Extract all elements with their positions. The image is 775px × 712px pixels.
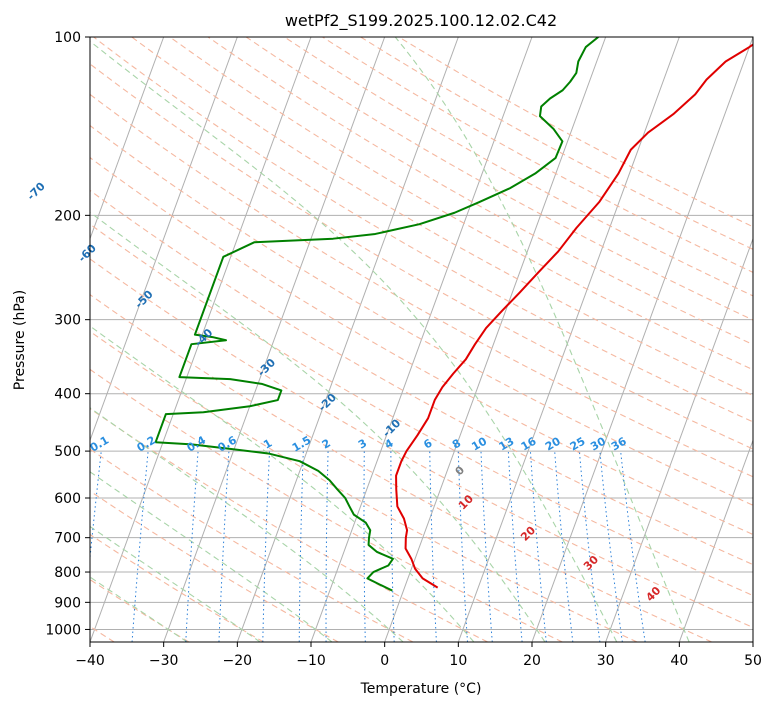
x-tick-label: 0 (380, 653, 389, 669)
mixing-ratio-line (363, 451, 366, 642)
y-tick-label: 200 (54, 208, 81, 224)
mixing-ratio-line (620, 451, 646, 642)
moist-adiabat-line (394, 37, 690, 642)
dry-adiabat-line (90, 93, 753, 478)
mixing-ratio-line (325, 451, 329, 642)
dry-adiabat-line (90, 189, 753, 566)
isotherm-line (90, 37, 312, 642)
y-axis-title: Pressure (hPa) (12, 290, 28, 390)
x-tick-label: 30 (597, 653, 615, 669)
dry-adiabat-line (90, 293, 712, 642)
dry-adiabat-line (90, 258, 753, 629)
dry-adiabat-line (90, 124, 753, 506)
mixing-ratio-line (218, 451, 230, 642)
x-tick-label: 10 (449, 653, 467, 669)
axis-ticks: −40 −30 −20 −10 0 10 20 30 40 50 100 200 300 400 500 60… (45, 30, 762, 669)
isotherm-line (236, 37, 459, 642)
mixing-ratio-line (262, 451, 271, 642)
isotherm-line (90, 37, 165, 241)
isotherm-line (605, 237, 753, 642)
mixing-ratio-line (457, 451, 469, 642)
y-tick-label: 100 (54, 30, 81, 46)
y-tick-label: 700 (54, 531, 81, 547)
moist-adiabat-line (90, 525, 261, 642)
moist-adiabat-line (90, 40, 618, 642)
x-tick-label: −10 (296, 653, 326, 669)
dry-adiabat-line (90, 533, 264, 642)
temperature-profile-line (395, 43, 753, 589)
mixing-ratio-line (507, 451, 523, 642)
mixing-ratio-line (554, 451, 574, 642)
mixing-ratio-line (480, 451, 493, 642)
mixing-ratio-line (599, 451, 623, 642)
y-tick-label: 300 (54, 313, 81, 329)
y-tick-label: 1000 (45, 622, 81, 638)
y-tick-label: 900 (54, 595, 81, 611)
x-tick-label: 20 (523, 653, 541, 669)
x-tick-label: −20 (223, 653, 253, 669)
mixing-ratio-line (429, 451, 437, 642)
dry-adiabat-line (90, 63, 753, 450)
mixing-ratio-line (578, 451, 601, 642)
dry-adiabat-line (90, 223, 753, 597)
background-lines (90, 37, 753, 642)
dewpoint-profile-line (154, 37, 599, 592)
isotherm-line (531, 37, 753, 642)
y-tick-label: 400 (54, 387, 81, 403)
dry-adiabat-line (90, 156, 753, 536)
y-tick-label: 800 (54, 565, 81, 581)
y-tick-label: 500 (54, 444, 81, 460)
dry-adiabat-line (90, 448, 414, 642)
x-tick-label: −30 (149, 653, 179, 669)
moist-adiabat-line (90, 576, 188, 642)
y-tick-label: 600 (54, 491, 81, 507)
profile-lines (154, 37, 753, 592)
moist-adiabat-line (90, 325, 475, 642)
dry-adiabat-line (90, 330, 638, 642)
mixing-ratio-line (390, 451, 395, 642)
isotherm-line (90, 37, 238, 442)
x-tick-label: 40 (670, 653, 688, 669)
plot-frame (89, 36, 754, 643)
mixing-ratio-line (131, 451, 149, 642)
chart-title: wetPf2_S199.2025.100.12.02.C42 (285, 11, 557, 31)
moist-adiabat-line (90, 471, 333, 642)
moist-adiabat-line (90, 211, 546, 642)
x-axis-title: Temperature (°C) (360, 681, 482, 697)
isotherm-line (384, 37, 607, 642)
mixing-ratio-line (298, 451, 304, 642)
dry-adiabat-line (93, 37, 753, 423)
moist-adiabat-line (90, 407, 404, 642)
isotherm-line (163, 37, 386, 642)
dry-adiabat-line (398, 37, 753, 228)
mixing-ratio-line (185, 451, 199, 642)
isotherm-line (678, 438, 753, 642)
x-tick-label: −40 (75, 653, 105, 669)
dry-adiabat-line (90, 407, 488, 642)
mixing-ratio-line (529, 451, 547, 642)
x-tick-label: 50 (744, 653, 762, 669)
